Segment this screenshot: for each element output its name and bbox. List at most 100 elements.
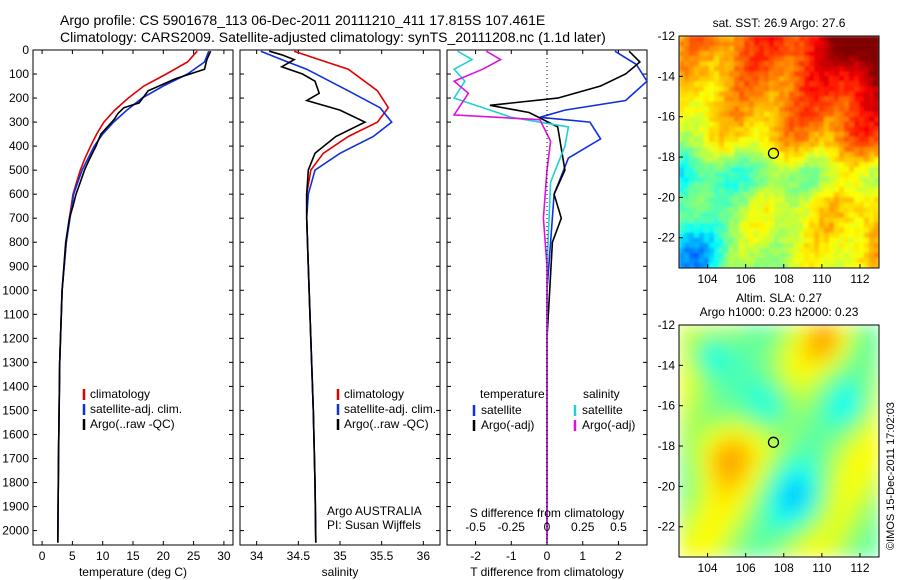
sst-map-cell xyxy=(734,101,740,108)
sst-map-cell xyxy=(689,247,695,254)
sst-map-cell xyxy=(774,222,780,229)
sst-map-cell xyxy=(874,157,879,163)
sst-map-cell xyxy=(829,222,835,229)
sst-map-cell xyxy=(719,36,725,42)
sst-map-cell xyxy=(839,257,845,264)
sst-map-cell xyxy=(874,116,879,123)
sst-map-cell xyxy=(829,76,835,82)
sst-map-cell xyxy=(804,232,810,239)
sst-map-cell xyxy=(729,71,735,77)
sla-map-cell xyxy=(699,456,710,467)
sst-map-cell xyxy=(699,187,705,193)
sst-map-cell xyxy=(824,257,830,264)
depth-tick-label: 500 xyxy=(9,163,29,177)
sst-map-cell xyxy=(854,136,860,143)
sst-map-cell xyxy=(849,71,855,77)
sst-map-cell xyxy=(724,41,730,47)
sla-map-cell xyxy=(869,325,879,336)
sst-map-cell xyxy=(814,86,820,93)
sst-map-cell xyxy=(689,36,695,42)
sst-map-cell xyxy=(684,237,690,244)
sla-map-cell xyxy=(839,395,850,407)
sst-map-cell xyxy=(724,71,730,77)
sst-map-cell xyxy=(684,116,690,123)
sst-map-frame xyxy=(678,35,880,269)
sst-map-cell xyxy=(744,56,750,62)
sst-map-cell xyxy=(784,61,790,67)
sst-map-cell xyxy=(709,157,715,163)
sst-map-cell xyxy=(864,177,870,183)
sst-map-cell xyxy=(739,106,745,113)
sst-map-cell xyxy=(679,222,685,229)
sst-map-cell xyxy=(684,167,690,173)
sst-map-cell xyxy=(819,212,825,219)
sst-map-cell xyxy=(764,157,770,163)
sst-map-cell xyxy=(709,167,715,173)
sst-map-cell xyxy=(774,197,780,204)
sst-map-cell xyxy=(739,131,745,138)
sst-map-cell xyxy=(834,247,840,254)
sst-map-cell xyxy=(804,192,810,198)
sla-map-cell xyxy=(819,446,830,457)
sst-map-cell xyxy=(834,242,840,249)
sst-map-cell xyxy=(809,222,815,229)
sla-map-cell xyxy=(739,466,750,477)
sst-map-cell xyxy=(829,81,835,88)
sla-map-cell xyxy=(739,405,750,417)
sst-map-cell xyxy=(854,126,860,133)
sst-map-cell xyxy=(749,116,755,123)
sst-map-cell xyxy=(834,222,840,229)
sst-map-cell xyxy=(754,187,760,193)
sla-map-cell xyxy=(799,456,810,467)
sst-map-cell xyxy=(804,162,810,168)
sst-map-cell xyxy=(779,162,785,168)
sst-map-cell xyxy=(844,71,850,77)
sla-map-cell xyxy=(709,345,720,356)
sst-map-cell xyxy=(804,187,810,193)
sst-map-cell xyxy=(699,146,705,153)
sla-map-cell xyxy=(789,355,800,366)
sst-map-cell xyxy=(704,36,710,42)
sst-map-cell xyxy=(844,172,850,178)
sst-map-cell xyxy=(739,177,745,183)
salinity-xtick-label: 34.5 xyxy=(287,549,311,563)
sla-map-cell xyxy=(679,415,690,427)
sst-map-cell xyxy=(744,131,750,138)
sst-map-cell xyxy=(819,126,825,133)
sst-map-cell xyxy=(824,172,830,178)
sla-map-cell xyxy=(689,536,700,548)
sst-map-cell xyxy=(779,242,785,249)
sla-map-ytick-label: -16 xyxy=(658,399,676,413)
sst-map-cell xyxy=(794,212,800,219)
sst-map-cell xyxy=(834,182,840,188)
sst-map-cell xyxy=(814,192,820,198)
sst-map-cell xyxy=(754,237,760,244)
sst-map-cell xyxy=(794,71,800,77)
sla-map-xtick-label: 106 xyxy=(736,561,756,575)
sst-map-cell xyxy=(774,66,780,72)
sla-map-cell xyxy=(819,415,830,427)
sst-map-cell xyxy=(804,172,810,178)
sla-map-cell xyxy=(769,536,780,548)
sst-map-cell xyxy=(844,121,850,128)
sst-map-ytick-label: -18 xyxy=(658,150,676,164)
sla-map-cell xyxy=(809,355,820,366)
sst-map-cell xyxy=(724,237,730,244)
sst-map-cell xyxy=(694,61,700,67)
sst-map-cell xyxy=(724,252,730,259)
sla-map-cell xyxy=(829,435,840,447)
sst-map-cell xyxy=(849,162,855,168)
sla-map-cell xyxy=(869,415,879,427)
sla-map-cell xyxy=(849,466,860,477)
sst-map-cell xyxy=(749,232,755,239)
sst-map-cell xyxy=(794,207,800,214)
sst-map-cell xyxy=(839,36,845,42)
sla-map-cell xyxy=(749,446,760,457)
sla-map-cell xyxy=(719,435,730,447)
sst-map-cell xyxy=(779,257,785,264)
sst-map-cell xyxy=(869,162,875,168)
sst-map-cell xyxy=(824,96,830,103)
sst-map-cell xyxy=(844,46,850,52)
sst-map-cell xyxy=(859,56,865,62)
sst-map-cell xyxy=(829,46,835,52)
